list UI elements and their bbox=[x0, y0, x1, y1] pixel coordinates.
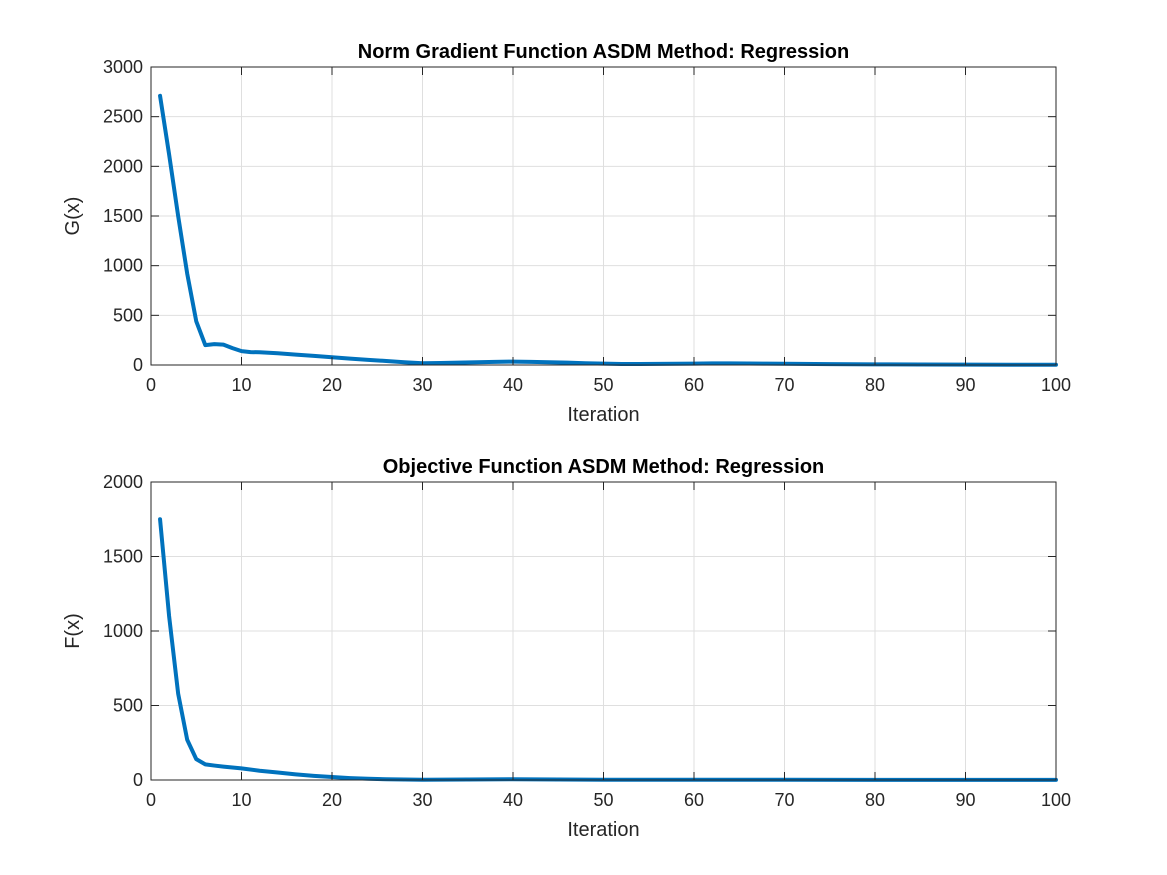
chart-gradient-norm-y-tick-label: 2500 bbox=[103, 107, 143, 127]
chart-gradient-norm-y-tick-label: 1000 bbox=[103, 256, 143, 276]
chart-objective-xlabel: Iteration bbox=[567, 819, 639, 841]
chart-gradient-norm-x-tick-label: 40 bbox=[503, 375, 523, 395]
chart-objective-x-tick-label: 100 bbox=[1041, 790, 1071, 810]
chart-objective-y-tick-label: 0 bbox=[133, 770, 143, 790]
chart-objective-x-tick-label: 40 bbox=[503, 790, 523, 810]
chart-objective-x-tick-label: 20 bbox=[322, 790, 342, 810]
chart-gradient-norm-x-tick-label: 90 bbox=[955, 375, 975, 395]
chart-gradient-norm-x-tick-label: 100 bbox=[1041, 375, 1071, 395]
chart-gradient-norm-y-tick-label: 500 bbox=[113, 305, 143, 325]
chart-gradient-norm-series-line bbox=[158, 93, 1058, 367]
chart-gradient-norm-x-tick-label: 0 bbox=[146, 375, 156, 395]
chart-gradient-norm-x-tick-label: 60 bbox=[684, 375, 704, 395]
chart-gradient-norm-x-tick-label: 50 bbox=[593, 375, 613, 395]
chart-objective-y-tick-label: 2000 bbox=[103, 472, 143, 492]
chart-gradient-norm: 0 10 20 30 40 50 60 70 80 90 100050010001500200025… bbox=[62, 41, 1071, 426]
chart-gradient-norm-x-tick-label: 10 bbox=[231, 375, 251, 395]
chart-gradient-norm-x-tick-label: 70 bbox=[774, 375, 794, 395]
chart-gradient-norm-ticks: 0 10 20 30 40 50 60 70 80 90 100050010001500200025… bbox=[103, 57, 1071, 395]
chart-objective-x-tick-label: 90 bbox=[955, 790, 975, 810]
chart-objective-x-tick-label: 80 bbox=[865, 790, 885, 810]
chart-gradient-norm-xlabel: Iteration bbox=[567, 404, 639, 426]
chart-objective-x-tick-label: 70 bbox=[774, 790, 794, 810]
chart-gradient-norm-ylabel: G(x) bbox=[62, 197, 84, 236]
chart-gradient-norm-x-tick-label: 80 bbox=[865, 375, 885, 395]
chart-objective-y-tick-label: 1000 bbox=[103, 621, 143, 641]
chart-gradient-norm-title: Norm Gradient Function ASDM Method: Regr… bbox=[358, 41, 850, 63]
chart-gradient-norm-y-tick-label: 1500 bbox=[103, 206, 143, 226]
chart-gradient-norm-y-tick-label: 0 bbox=[133, 355, 143, 375]
chart-gradient-norm-x-tick-label: 30 bbox=[412, 375, 432, 395]
chart-gradient-norm-y-tick-label: 3000 bbox=[103, 57, 143, 77]
chart-objective-x-tick-label: 30 bbox=[412, 790, 432, 810]
chart-objective-x-tick-label: 50 bbox=[593, 790, 613, 810]
chart-gradient-norm-y-tick-label: 2000 bbox=[103, 156, 143, 176]
chart-objective-x-tick-label: 60 bbox=[684, 790, 704, 810]
chart-objective-y-tick-label: 1500 bbox=[103, 547, 143, 567]
chart-objective-title: Objective Function ASDM Method: Regressi… bbox=[383, 456, 825, 478]
chart-objective-ylabel: F(x) bbox=[62, 613, 84, 649]
chart-objective-x-tick-label: 0 bbox=[146, 790, 156, 810]
chart-objective-x-tick-label: 10 bbox=[231, 790, 251, 810]
chart-objective-y-tick-label: 500 bbox=[113, 696, 143, 716]
chart-gradient-norm-x-tick-label: 20 bbox=[322, 375, 342, 395]
